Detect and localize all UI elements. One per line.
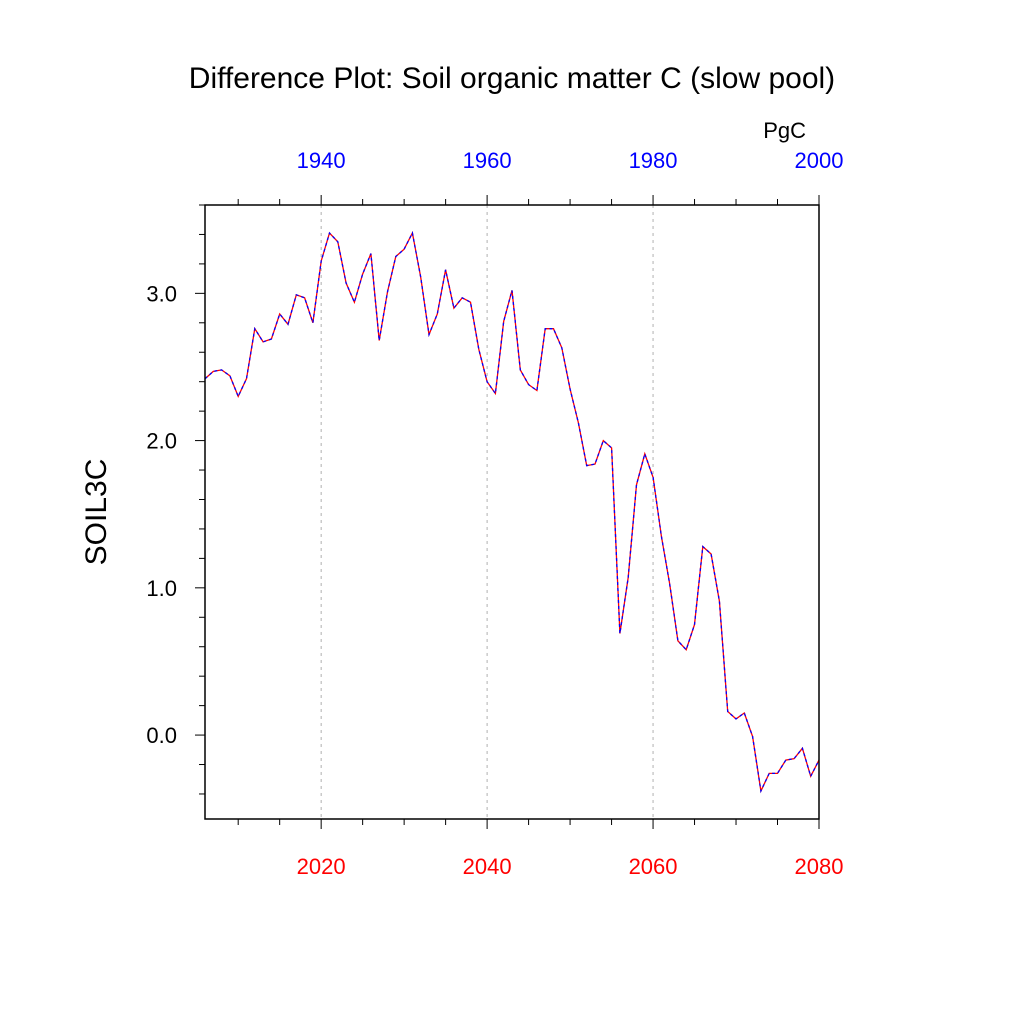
y-tick-label: 3.0 xyxy=(146,281,177,306)
series-line-blue xyxy=(204,231,820,794)
top-tick-label: 1960 xyxy=(463,148,512,173)
top-tick-label: 1940 xyxy=(297,148,346,173)
bottom-tick-label: 2080 xyxy=(795,854,844,879)
top-tick-label: 2000 xyxy=(795,148,844,173)
y-axis-label: SOIL3C xyxy=(80,459,113,566)
bottom-tick-label: 2060 xyxy=(629,854,678,879)
units-label: PgC xyxy=(763,118,806,143)
tick-labels: 2020 2040 2060 2080 1940 1960 1980 2000 0.0 1.0 2.… xyxy=(146,148,843,879)
axis-ticks xyxy=(195,195,820,829)
chart-title: Difference Plot: Soil organic matter C (… xyxy=(189,62,835,95)
series-line-red xyxy=(204,231,820,794)
bottom-tick-label: 2020 xyxy=(297,854,346,879)
top-tick-label: 1980 xyxy=(629,148,678,173)
plot-frame xyxy=(204,204,820,820)
series-lines xyxy=(204,231,820,794)
grid-lines xyxy=(320,205,654,819)
y-tick-label: 1.0 xyxy=(146,576,177,601)
bottom-tick-label: 2040 xyxy=(463,854,512,879)
y-tick-label: 2.0 xyxy=(146,429,177,454)
y-tick-label: 0.0 xyxy=(146,723,177,748)
